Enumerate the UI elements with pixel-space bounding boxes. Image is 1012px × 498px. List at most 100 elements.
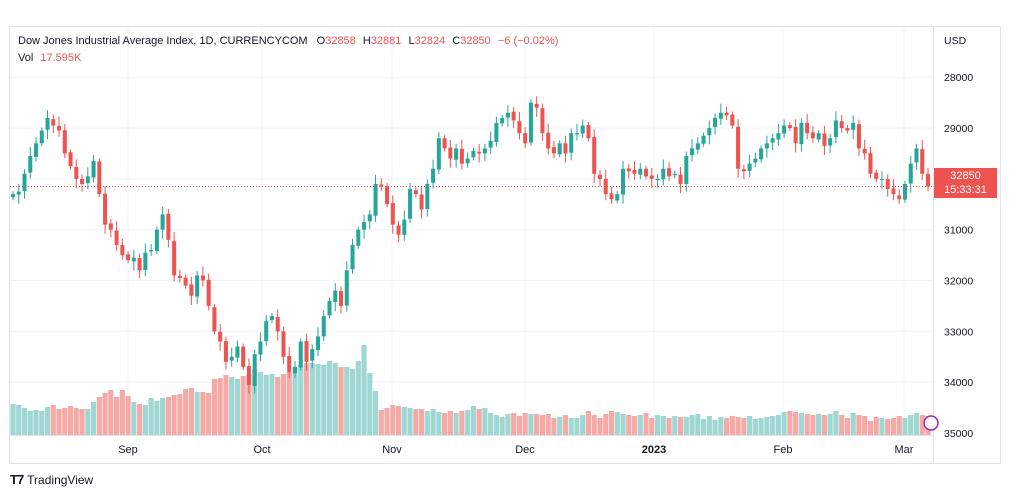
time-tick-label: Sep [118,444,138,456]
candle-body [91,161,96,178]
candle-body [390,203,395,225]
volume-bar [263,375,269,435]
candle-body [22,173,27,192]
candle-body [200,275,205,281]
volume-label: Vol [18,52,34,64]
candle-body [580,125,585,134]
candle-body [661,168,666,180]
volume-bar [131,402,137,435]
volume-bar [85,409,91,435]
volume-bar [585,411,592,435]
brand-name: TradingView [27,472,94,487]
volume-bar [79,409,85,435]
candle-body [189,284,194,296]
candle-body [223,341,228,362]
candle-body [810,132,815,139]
candle-body [482,148,487,154]
candle-body [137,258,142,271]
volume-bar [764,417,770,435]
candle-body [885,178,890,190]
volume-bar [413,409,419,435]
candle-body [154,229,159,251]
candle-body [488,140,493,148]
candle-body [776,133,781,140]
volume-bar [257,372,264,435]
candle-body [28,156,33,173]
candle-body [914,148,919,163]
candle-body [845,128,850,131]
volume-bar [528,414,534,435]
volume-bar [505,414,511,435]
volume-bar [689,415,695,435]
candle-body [68,152,73,167]
volume-bar [384,408,390,435]
volume-bar [545,414,551,435]
volume-bar [188,388,194,435]
ohlc-low-value: 32824 [414,35,446,47]
candle-body [793,126,798,144]
tradingview-brand[interactable]: T7 TradingView [10,472,93,487]
price-tick-label: 33000 [944,326,973,338]
candle-body [212,307,217,332]
candle-body [833,120,838,138]
candle-body [551,147,556,154]
candle-body [597,174,602,179]
tradingview-logo-icon: T7 [10,472,24,487]
candle-body [494,122,499,142]
volume-bar [683,417,689,435]
candle-body [97,161,102,195]
volume-bar [338,367,344,435]
volume-bar [16,405,22,435]
volume-bar [436,412,442,435]
price-tick-label: 29000 [944,123,973,135]
candle-body [770,138,775,143]
volume-bar [114,397,120,435]
volume-bar [62,408,68,435]
time-tick-label: Mar [895,444,914,456]
volume-bar [211,379,217,435]
candle-body [868,153,873,174]
volume-bar [775,415,781,435]
volume-bar [562,415,569,435]
candle-body [667,168,672,177]
change-value: −6 (−0.02%) [497,35,559,47]
volume-bar [706,416,712,435]
candle-body [339,291,344,306]
volume-bar [21,408,28,435]
volume-bar [804,414,810,435]
volume-bar [476,409,482,435]
volume-bar [344,367,350,435]
volume-bar [747,416,753,435]
candle-body [759,148,764,160]
candle-body [431,168,436,183]
candle-body [258,341,263,355]
candle-body [206,279,211,306]
volume-bar [240,376,246,435]
candle-body [10,194,16,198]
volume-bar [39,411,45,435]
volume-bar [522,413,528,435]
volume-value: 17.595K [40,52,82,64]
candle-body [563,143,568,154]
volume-bar [614,412,620,435]
volume-bar [781,412,787,435]
candle-body [264,321,269,342]
volume-bar [603,414,609,435]
countdown-timer: 15:33:31 [944,184,987,196]
ohlc-open-label: O [316,35,326,47]
volume-bar [148,398,154,435]
candle-body [108,223,113,230]
volume-bar [200,392,206,435]
candle-body [448,147,453,159]
candle-body [149,250,154,252]
candle-body [620,168,626,195]
volume-bar [626,415,632,435]
volume-bar [361,345,367,435]
volume-bar [206,393,212,435]
volume-bar [896,416,902,435]
candle-body [292,366,297,374]
volume-bar [557,417,563,435]
candle-body [287,355,292,373]
volume-bar [516,416,522,435]
